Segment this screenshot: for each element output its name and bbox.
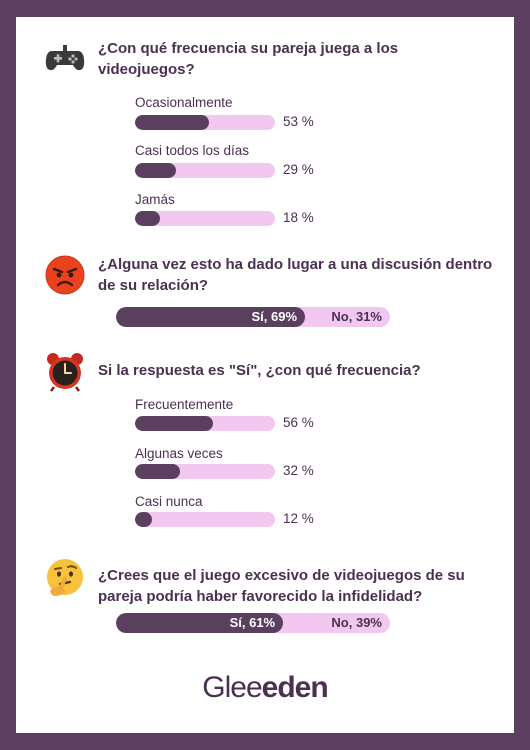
- option-bar: [135, 416, 275, 431]
- option-bar: [135, 163, 275, 178]
- option-bar-fill: [135, 115, 210, 130]
- option-label: Casi todos los días: [135, 143, 250, 158]
- brand-logo: Gleeeden: [16, 671, 514, 705]
- no-segment: No, 31%: [331, 309, 382, 324]
- option-bar-fill: [135, 211, 161, 226]
- option-percent: 53 %: [283, 114, 314, 129]
- question-text: Si la respuesta es "Sí", ¿con qué frecue…: [98, 362, 421, 379]
- yes-segment: Sí, 69%: [116, 307, 306, 327]
- option-percent: 56 %: [283, 415, 314, 430]
- alarm-clock-icon: [47, 353, 83, 392]
- option-label: Casi nunca: [135, 494, 203, 509]
- option-bar: [135, 115, 275, 130]
- gamepad-icon: [45, 45, 85, 71]
- option-label: Ocasionalmente: [135, 95, 233, 110]
- option-label: Algunas veces: [135, 446, 223, 461]
- option-percent: 12 %: [283, 511, 314, 526]
- option-bar: [135, 464, 275, 479]
- option-bar-fill: [135, 512, 152, 527]
- option-bar-fill: [135, 416, 214, 431]
- yes-segment: Sí, 61%: [116, 613, 284, 633]
- yes-no-bar: Sí, 61% No, 39%: [116, 613, 390, 633]
- option-bar-fill: [135, 163, 176, 178]
- option-bar: [135, 512, 275, 527]
- no-segment: No, 39%: [331, 615, 382, 630]
- question-text: ¿Con qué frecuencia su pareja juega a lo…: [98, 40, 399, 78]
- question-text: ¿Alguna vez esto ha dado lugar a una dis…: [98, 256, 493, 294]
- option-label: Frecuentemente: [135, 397, 234, 412]
- logo-part-2: eden: [261, 671, 329, 704]
- survey-card: ¿Con qué frecuencia su pareja juega a lo…: [16, 17, 514, 733]
- option-percent: 18 %: [283, 210, 314, 225]
- option-bar: [135, 211, 275, 226]
- option-bar-fill: [135, 464, 180, 479]
- option-percent: 29 %: [283, 162, 314, 177]
- option-label: Jamás: [135, 192, 175, 207]
- yes-no-bar: Sí, 69% No, 31%: [116, 307, 390, 327]
- thinking-face-icon: [47, 559, 83, 596]
- option-percent: 32 %: [283, 463, 314, 478]
- logo-part-1: Glee: [202, 671, 262, 704]
- angry-face-icon: [45, 255, 85, 295]
- question-text: ¿Crees que el juego excesivo de videojue…: [98, 567, 465, 605]
